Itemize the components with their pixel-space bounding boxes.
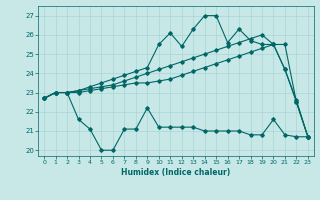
X-axis label: Humidex (Indice chaleur): Humidex (Indice chaleur): [121, 168, 231, 177]
